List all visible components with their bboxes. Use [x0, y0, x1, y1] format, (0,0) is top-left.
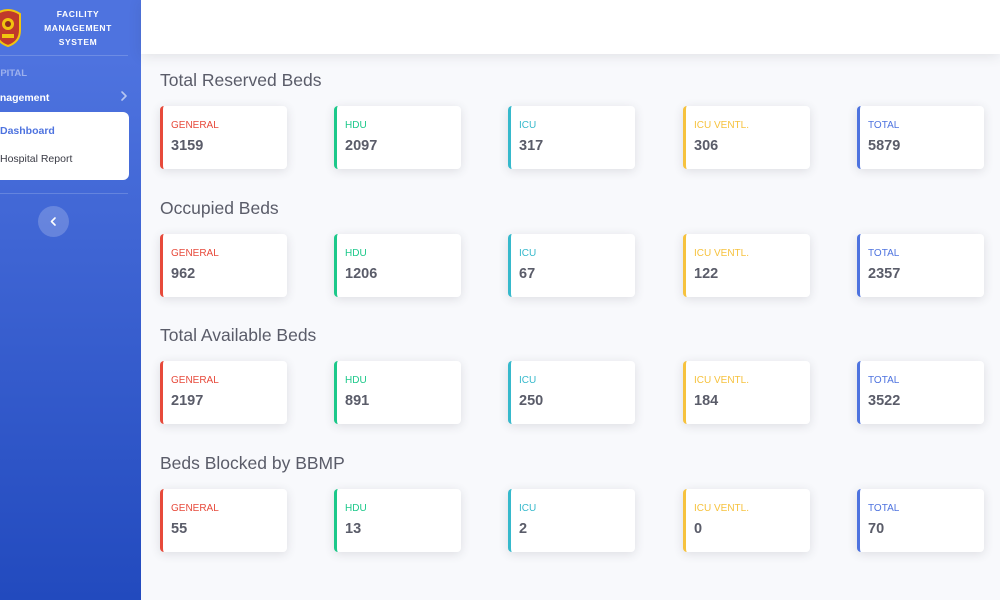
nav-management-label: anagement — [0, 92, 50, 104]
submenu-panel: Dashboard Hospital Report — [0, 112, 129, 180]
stat-card-icu-ventl: ICU VENTL. 122 — [683, 234, 810, 297]
stat-card-hdu: HDU 2097 — [334, 106, 461, 169]
stat-card-label: ICU — [519, 248, 537, 259]
stat-card-total: TOTAL 3522 — [857, 361, 984, 424]
topbar — [141, 0, 1000, 54]
stat-card-label: GENERAL — [171, 375, 219, 386]
stat-card-icu-ventl: ICU VENTL. 184 — [683, 361, 810, 424]
stat-card-value: 2357 — [868, 266, 901, 282]
brand-title-line-1: FACILITY — [56, 9, 100, 19]
stat-card-value: 2197 — [171, 393, 204, 409]
stat-card-value: 184 — [694, 393, 719, 409]
stat-card-label: ICU VENTL. — [694, 375, 750, 386]
stat-card-icu-ventl: ICU VENTL. 0 — [683, 489, 810, 552]
stat-card-label: ICU VENTL. — [694, 503, 750, 514]
stat-card-label: ICU — [519, 375, 537, 386]
stat-card-icu: ICU 250 — [508, 361, 635, 424]
stat-card-value: 70 — [868, 521, 885, 537]
stat-card-label: ICU — [519, 503, 537, 514]
sidebar-divider — [0, 193, 128, 194]
brand-title: FACILITY MANAGEMENT SYSTEM — [32, 7, 124, 49]
stat-card-value: 13 — [345, 521, 362, 537]
stat-card-icu-ventl: ICU VENTL. 306 — [683, 106, 810, 169]
stat-card-label: HDU — [345, 248, 367, 259]
section-title: Beds Blocked by BBMP — [160, 453, 345, 473]
stat-card-total: TOTAL 5879 — [857, 106, 984, 169]
stat-card-label: HDU — [345, 375, 367, 386]
stat-card-value: 2097 — [345, 138, 378, 154]
stat-card-general: GENERAL 3159 — [160, 106, 287, 169]
stat-card-value: 1206 — [345, 266, 378, 282]
section-title: Occupied Beds — [160, 198, 279, 218]
stat-card-icu: ICU 67 — [508, 234, 635, 297]
chevron-left-icon — [50, 217, 56, 226]
stat-card-value: 0 — [694, 521, 703, 537]
stat-card-value: 306 — [694, 138, 719, 154]
stat-card-value: 317 — [519, 138, 544, 154]
sidebar-brand[interactable]: FACILITY MANAGEMENT SYSTEM — [0, 0, 141, 56]
sidebar: FACILITY MANAGEMENT SYSTEM SPITAL anagem… — [0, 0, 141, 600]
stat-card-label: GENERAL — [171, 503, 219, 514]
emblem-icon — [0, 6, 24, 48]
stat-card-label: ICU VENTL. — [694, 120, 750, 131]
stat-card-label: ICU — [519, 120, 537, 131]
stat-card-value: 3159 — [171, 138, 204, 154]
brand-title-line-3: SYSTEM — [58, 37, 98, 47]
stat-card-hdu: HDU 13 — [334, 489, 461, 552]
sidebar-divider — [0, 55, 128, 56]
stat-card-label: HDU — [345, 503, 367, 514]
stat-card-value: 962 — [171, 266, 196, 282]
stat-card-value: 250 — [519, 393, 544, 409]
stat-card-label: GENERAL — [171, 120, 219, 131]
stat-card-value: 3522 — [868, 393, 901, 409]
stat-card-label: TOTAL — [868, 120, 900, 131]
stat-card-total: TOTAL 2357 — [857, 234, 984, 297]
stat-card-icu: ICU 2 — [508, 489, 635, 552]
stat-card-value: 5879 — [868, 138, 901, 154]
stat-card-general: GENERAL 2197 — [160, 361, 287, 424]
stat-card-general: GENERAL 962 — [160, 234, 287, 297]
stat-card-general: GENERAL 55 — [160, 489, 287, 552]
nav-management[interactable]: anagement — [0, 88, 135, 106]
stat-card-hdu: HDU 1206 — [334, 234, 461, 297]
stat-card-value: 55 — [171, 521, 188, 537]
stat-card-icu: ICU 317 — [508, 106, 635, 169]
stat-card-label: ICU VENTL. — [694, 248, 750, 259]
stat-card-value: 2 — [519, 521, 528, 537]
stat-card-label: GENERAL — [171, 248, 219, 259]
stat-card-label: TOTAL — [868, 503, 900, 514]
stat-card-total: TOTAL 70 — [857, 489, 984, 552]
section-title: Total Available Beds — [160, 325, 317, 345]
stat-card-label: TOTAL — [868, 375, 900, 386]
stat-card-label: TOTAL — [868, 248, 900, 259]
section-title: Total Reserved Beds — [160, 70, 322, 90]
stat-card-value: 67 — [519, 266, 536, 282]
submenu-item-dashboard[interactable]: Dashboard — [0, 125, 55, 137]
sidebar-heading: SPITAL — [0, 68, 28, 79]
submenu-item-hospital-report[interactable]: Hospital Report — [0, 153, 73, 165]
brand-title-line-2: MANAGEMENT — [44, 23, 112, 33]
stat-card-hdu: HDU 891 — [334, 361, 461, 424]
chevron-right-icon — [119, 89, 129, 103]
sidebar-toggle-button[interactable] — [38, 206, 69, 237]
stat-card-value: 122 — [694, 266, 719, 282]
stat-card-label: HDU — [345, 120, 367, 131]
stat-card-value: 891 — [345, 393, 370, 409]
